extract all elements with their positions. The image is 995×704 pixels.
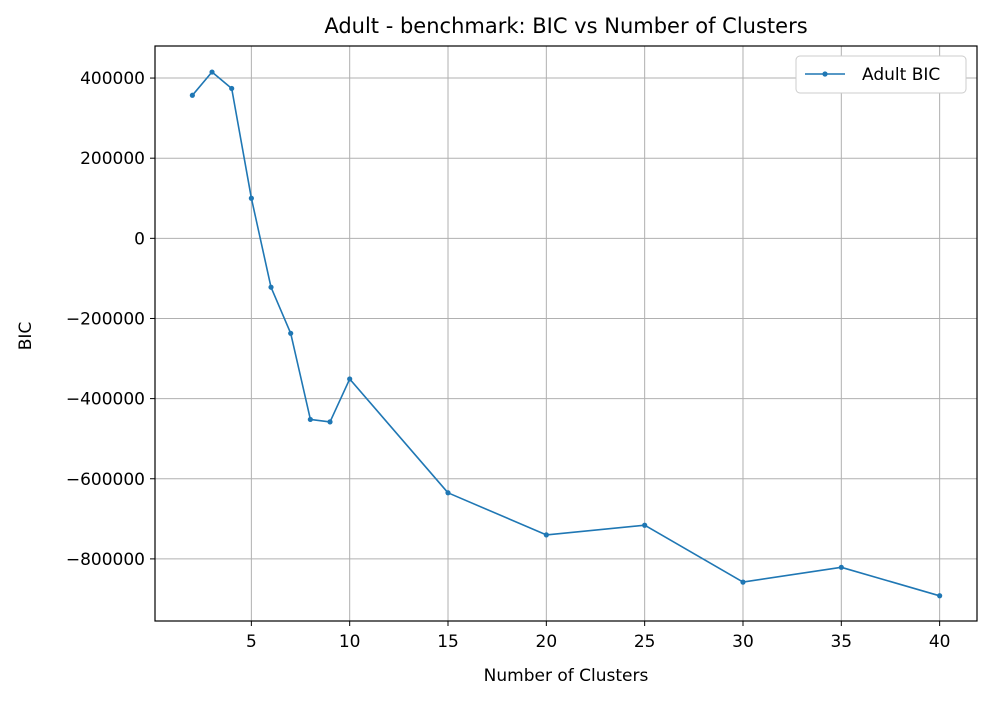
x-tick-label: 5 <box>246 632 257 652</box>
data-point <box>209 69 215 75</box>
y-tick-label: −400000 <box>66 390 145 410</box>
x-tick-label: 30 <box>732 632 754 652</box>
legend: Adult BIC <box>795 55 967 94</box>
axis-ticks: 5 10 15 20 25 30 35 40 −800000 −600000 −400000 −200… <box>66 69 951 652</box>
y-axis-label: BIC <box>16 322 36 351</box>
y-tick-label: −200000 <box>66 309 145 329</box>
data-point <box>347 376 353 382</box>
y-tick-label: 0 <box>134 229 145 249</box>
x-axis-label: Number of Clusters <box>484 666 649 686</box>
legend-label: Adult BIC <box>862 65 940 85</box>
y-tick-label: 200000 <box>80 149 145 169</box>
data-point <box>288 330 294 336</box>
y-tick-label: 400000 <box>80 69 145 89</box>
legend-marker-swatch <box>822 71 828 77</box>
data-point <box>268 284 274 290</box>
data-point <box>248 195 254 201</box>
data-point <box>307 416 313 423</box>
x-tick-label: 40 <box>929 632 951 652</box>
data-point <box>642 522 648 528</box>
x-tick-label: 10 <box>339 632 361 652</box>
data-point <box>189 92 195 98</box>
y-tick-label: −800000 <box>66 550 145 570</box>
data-point <box>543 532 549 538</box>
series-layer <box>189 69 943 599</box>
chart-title: Adult - benchmark: BIC vs Number of Clus… <box>324 14 807 38</box>
x-tick-label: 35 <box>830 632 852 652</box>
data-point <box>327 419 333 425</box>
x-tick-label: 20 <box>536 632 558 652</box>
plot-area-frame <box>154 45 978 622</box>
data-point <box>229 85 235 92</box>
y-tick-label: −600000 <box>66 470 145 490</box>
data-point <box>838 564 844 570</box>
grid <box>155 46 977 621</box>
data-point <box>937 593 943 599</box>
data-point <box>445 490 451 496</box>
legend-box <box>795 55 967 94</box>
x-tick-label: 25 <box>634 632 656 652</box>
x-tick-label: 15 <box>437 632 459 652</box>
data-point <box>740 579 746 585</box>
